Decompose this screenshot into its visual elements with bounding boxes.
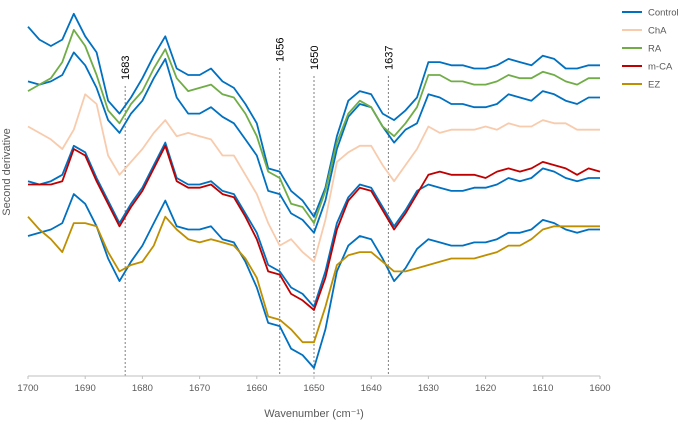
series-line-cha bbox=[27, 93, 600, 263]
series-line-ra bbox=[27, 28, 600, 225]
annotation-label-1650: 1650 bbox=[309, 46, 321, 70]
x-tick-label-1640: 1640 bbox=[361, 383, 382, 394]
series-line-ez bbox=[27, 215, 600, 344]
x-tick-label-1700: 1700 bbox=[17, 383, 38, 394]
series-line-control bbox=[27, 51, 600, 234]
x-tick-label-1650: 1650 bbox=[303, 383, 324, 394]
x-tick-label-1680: 1680 bbox=[132, 383, 153, 394]
x-axis-title: Wavenumber (cm⁻¹) bbox=[264, 408, 364, 420]
annotation-label-1637: 1637 bbox=[383, 46, 395, 70]
legend-label-ez: EZ bbox=[648, 80, 660, 91]
series-line-reference-7 bbox=[27, 193, 600, 369]
series-line-reference-6 bbox=[27, 141, 600, 308]
series-layer bbox=[27, 12, 601, 369]
x-tick-label-1620: 1620 bbox=[475, 383, 496, 394]
legend-label-m-ca: m-CA bbox=[648, 62, 673, 73]
annotation-label-1656: 1656 bbox=[275, 38, 287, 62]
x-tick-label-1670: 1670 bbox=[189, 383, 210, 394]
x-tick-labels: 1700 1690 1680 1670 1660 1650 1640 1630 1620 1610… bbox=[17, 376, 611, 394]
series-line-reference-5 bbox=[27, 12, 600, 218]
x-tick-label-1610: 1610 bbox=[532, 383, 553, 394]
legend: Control ChA RA m-CA EZ bbox=[622, 8, 679, 91]
x-tick-label-1660: 1660 bbox=[246, 383, 267, 394]
annotation-label-1683: 1683 bbox=[120, 56, 132, 80]
annotation-layer: 1683 1656 1650 1637 bbox=[120, 38, 395, 376]
legend-label-ra: RA bbox=[648, 44, 662, 55]
y-axis-title: Second derivative bbox=[1, 128, 13, 215]
legend-label-control: Control bbox=[648, 8, 679, 19]
legend-label-cha: ChA bbox=[648, 26, 667, 37]
series-line-m-ca bbox=[28, 144, 601, 311]
x-tick-label-1600: 1600 bbox=[589, 383, 610, 394]
x-tick-label-1630: 1630 bbox=[418, 383, 439, 394]
x-tick-label-1690: 1690 bbox=[75, 383, 96, 394]
